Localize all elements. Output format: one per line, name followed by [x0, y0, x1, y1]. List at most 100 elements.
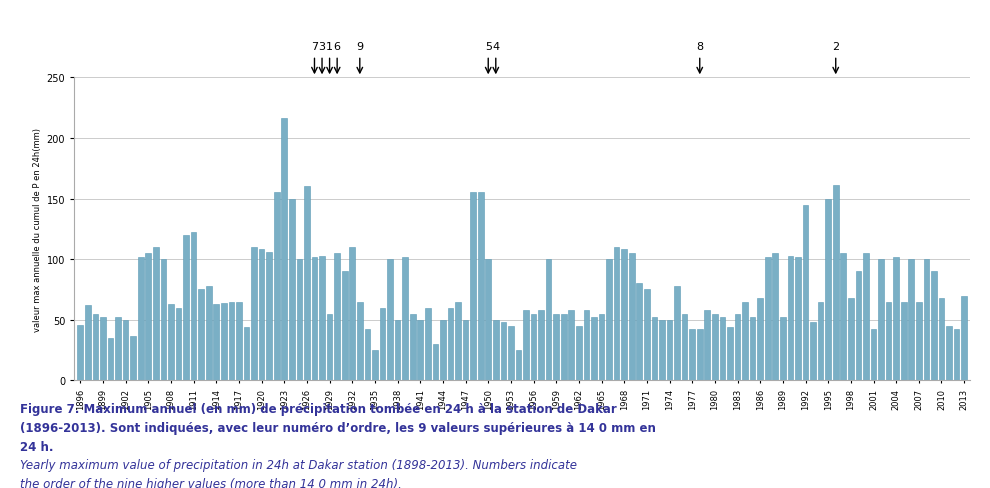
Bar [236, 302, 242, 381]
Bar [568, 310, 574, 381]
Bar [886, 302, 891, 381]
Bar [175, 308, 181, 381]
Bar [349, 247, 355, 381]
Bar [342, 272, 347, 381]
Bar [870, 330, 876, 381]
Bar [191, 233, 196, 381]
Bar [244, 327, 249, 381]
Bar [183, 235, 189, 381]
Bar [402, 257, 408, 381]
Bar [863, 254, 869, 381]
Bar [214, 305, 219, 381]
Bar [561, 314, 566, 381]
Bar [501, 323, 506, 381]
Bar [855, 272, 861, 381]
Bar [606, 260, 612, 381]
Text: Figure 7. Maximum annuel (en mm) de précipitation tombée en 24 h à la station de: Figure 7. Maximum annuel (en mm) de préc… [20, 403, 617, 416]
Bar [916, 302, 922, 381]
Bar [833, 186, 839, 381]
Bar [614, 247, 620, 381]
Bar [788, 256, 793, 381]
Bar [622, 250, 627, 381]
Bar [229, 302, 235, 381]
Bar [629, 254, 635, 381]
Bar [659, 320, 665, 381]
Bar [909, 260, 914, 381]
Bar [108, 338, 113, 381]
Bar [795, 257, 801, 381]
Bar [418, 320, 423, 381]
Bar [387, 260, 393, 381]
Bar [357, 302, 362, 381]
Bar [470, 193, 476, 381]
Bar [545, 260, 551, 381]
Bar [266, 252, 272, 381]
Bar [539, 310, 544, 381]
Bar [901, 302, 907, 381]
Bar [100, 318, 106, 381]
Bar [478, 193, 483, 381]
Bar [131, 336, 136, 381]
Bar [138, 257, 144, 381]
Bar [697, 330, 703, 381]
Bar [379, 308, 385, 381]
Bar [93, 314, 98, 381]
Bar [77, 325, 83, 381]
Bar [115, 318, 121, 381]
Text: 2: 2 [833, 41, 840, 51]
Bar [281, 119, 287, 381]
Bar [395, 320, 400, 381]
Text: Yearly maximum value of precipitation in 24h at Dakar station (1898-2013). Numbe: Yearly maximum value of precipitation in… [20, 458, 577, 471]
Bar [425, 308, 431, 381]
Bar [772, 254, 778, 381]
Bar [364, 330, 370, 381]
Bar [810, 323, 816, 381]
Bar [146, 254, 151, 381]
Bar [493, 320, 499, 381]
Bar [576, 326, 582, 381]
Bar [531, 314, 537, 381]
Bar [153, 247, 158, 381]
Bar [599, 314, 604, 381]
Text: 9: 9 [356, 41, 363, 51]
Bar [455, 302, 461, 381]
Bar [780, 318, 786, 381]
Bar [826, 199, 831, 381]
Bar [553, 314, 559, 381]
Bar [312, 257, 318, 381]
Bar [727, 327, 733, 381]
Bar [123, 320, 129, 381]
Bar [319, 256, 325, 381]
Bar [735, 314, 741, 381]
Y-axis label: valeur max annuelle du cumul de P en 24h(mm): valeur max annuelle du cumul de P en 24h… [34, 127, 43, 331]
Bar [198, 290, 204, 381]
Bar [447, 308, 453, 381]
Bar [297, 260, 302, 381]
Text: 1: 1 [326, 41, 333, 51]
Bar [372, 350, 378, 381]
Bar [878, 260, 884, 381]
Bar [462, 320, 468, 381]
Bar [258, 250, 264, 381]
Text: 4: 4 [492, 41, 499, 51]
Bar [168, 305, 174, 381]
Bar [720, 318, 726, 381]
Bar [674, 286, 680, 381]
Bar [689, 330, 695, 381]
Bar [953, 330, 959, 381]
Bar [508, 326, 514, 381]
Bar [932, 272, 937, 381]
Bar [441, 320, 446, 381]
Text: 24 h.: 24 h. [20, 440, 53, 453]
Bar [651, 318, 657, 381]
Bar [848, 298, 853, 381]
Bar [644, 290, 649, 381]
Bar [335, 254, 340, 381]
Bar [274, 193, 279, 381]
Bar [160, 260, 166, 381]
Bar [946, 326, 951, 381]
Text: (1896-2013). Sont indiquées, avec leur numéro d’ordre, les 9 valeurs supérieures: (1896-2013). Sont indiquées, avec leur n… [20, 421, 655, 434]
Bar [433, 345, 439, 381]
Bar [803, 205, 809, 381]
Bar [818, 302, 824, 381]
